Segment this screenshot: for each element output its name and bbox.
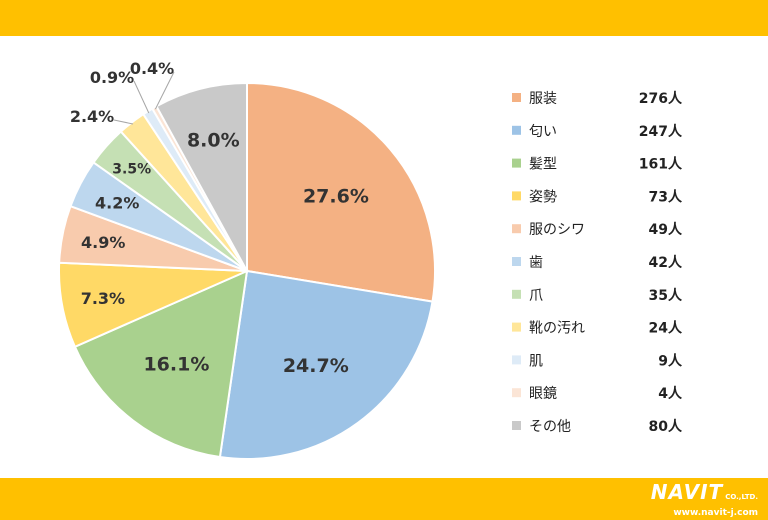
legend-value-5: 42人 — [649, 254, 683, 271]
legend-swatch-0 — [512, 93, 521, 102]
brand-suffix: CO.,LTD. — [725, 493, 758, 501]
leader-line-9 — [154, 71, 175, 110]
legend-swatch-2 — [512, 158, 521, 168]
legend-label-9: 眼鏡 — [529, 386, 557, 402]
bottom-band — [0, 478, 768, 520]
legend-label-4: 服のシワ — [529, 222, 585, 238]
percent-label-2: 16.1% — [143, 354, 209, 376]
pie-slice-10 — [155, 81, 248, 272]
top-band — [0, 0, 768, 36]
brand-url: www.navit-j.com — [673, 508, 758, 518]
percent-label-9: 0.4% — [130, 59, 174, 78]
legend-label-3: 姿勢 — [529, 189, 557, 205]
legend-label-8: 肌 — [529, 353, 543, 369]
percent-label-4: 4.9% — [81, 233, 125, 252]
pie-slice-0 — [246, 81, 436, 303]
legend-value-3: 73人 — [649, 188, 683, 205]
legend-label-1: 匂い — [529, 124, 557, 140]
legend-swatch-6 — [512, 289, 521, 299]
legend-value-4: 49人 — [649, 221, 683, 238]
legend-value-8: 9人 — [658, 352, 683, 369]
legend-value-7: 24人 — [649, 320, 683, 337]
legend-label-6: 爪 — [529, 288, 543, 304]
legend-label-10: その他 — [529, 419, 571, 435]
percent-label-5: 4.2% — [95, 194, 139, 213]
percent-label-6: 3.5% — [112, 162, 151, 178]
pie-chart: 27.6% 24.7% 16.1% 7.3% 4.9% 4.2% 3.5% 2.4% 0.9%0… — [58, 59, 683, 460]
percent-label-8: 0.9% — [90, 68, 134, 87]
leader-line-7 — [113, 119, 134, 125]
leader-line-8 — [133, 80, 150, 114]
legend-swatch-1 — [512, 125, 521, 135]
legend-value-6: 35人 — [649, 287, 683, 304]
legend-value-9: 4人 — [658, 385, 683, 402]
legend-swatch-5 — [512, 257, 521, 266]
legend-swatch-3 — [512, 191, 521, 201]
legend-value-1: 247人 — [639, 123, 683, 140]
legend-value-0: 276人 — [639, 90, 683, 107]
legend-swatch-8 — [512, 355, 521, 365]
legend-swatch-4 — [512, 224, 521, 234]
legend-label-2: 髪型 — [529, 157, 557, 173]
legend-swatch-10 — [512, 421, 521, 430]
legend-swatch-9 — [512, 388, 521, 398]
percent-label-10: 8.0% — [187, 130, 240, 152]
percent-label-7: 2.4% — [70, 107, 114, 126]
legend-value-10: 80人 — [649, 418, 683, 435]
percent-label-3: 7.3% — [81, 289, 125, 308]
brand-name: NAVIT — [650, 480, 724, 504]
legend-swatch-7 — [512, 322, 521, 332]
percent-label-1: 24.7% — [283, 355, 349, 377]
brand-logo: NAVIT CO.,LTD. www.navit-j.com — [640, 480, 758, 518]
legend-label-7: 靴の汚れ — [529, 321, 585, 337]
legend-label-5: 歯 — [529, 255, 543, 271]
legend-label-0: 服装 — [529, 91, 557, 107]
pie-slice-1 — [218, 269, 434, 460]
pie-slice-2 — [73, 269, 249, 459]
legend-value-2: 161人 — [639, 156, 683, 173]
percent-label-0: 27.6% — [303, 185, 369, 207]
